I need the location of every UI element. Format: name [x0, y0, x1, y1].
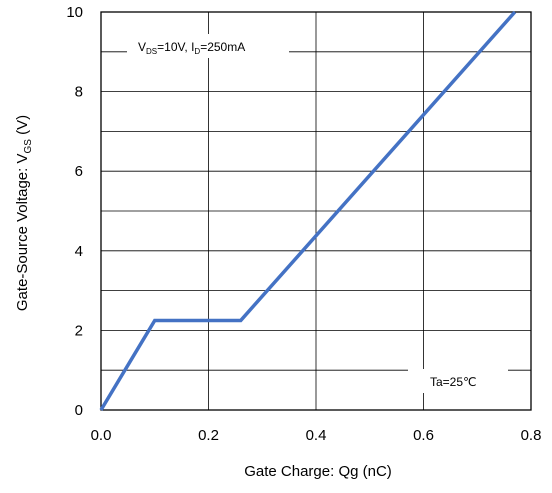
y-tick-label: 0 [75, 402, 83, 419]
plot-frame [100, 11, 532, 411]
x-tick-labels: 0.0 0.2 0.4 0.6 0.8 [91, 427, 542, 444]
y-tick-label: 2 [75, 322, 83, 339]
grid [101, 12, 531, 410]
y-tick-label: 8 [75, 84, 83, 101]
x-tick-label: 0.8 [521, 427, 542, 444]
y-tick-label: 6 [75, 163, 83, 180]
temperature-label: Ta=25℃ [430, 375, 477, 389]
x-tick-label: 0.6 [413, 427, 434, 444]
series-layer [99, 10, 517, 411]
y-axis-label: Gate-Source Voltage: VGS (V) [14, 115, 34, 311]
x-tick-label: 0.4 [306, 427, 327, 444]
series-line [99, 10, 517, 411]
x-tick-label: 0.2 [198, 427, 219, 444]
y-tick-label: 10 [66, 4, 83, 21]
conditions-box [127, 34, 289, 58]
x-axis-label: Gate Charge: Qg (nC) [244, 463, 392, 480]
conditions-label: VDS=10V, ID=250mA [138, 40, 245, 56]
temperature-box [408, 369, 508, 393]
y-tick-labels: 0 2 4 6 8 10 [66, 4, 83, 419]
y-tick-label: 4 [75, 243, 83, 260]
x-tick-label: 0.0 [91, 427, 112, 444]
